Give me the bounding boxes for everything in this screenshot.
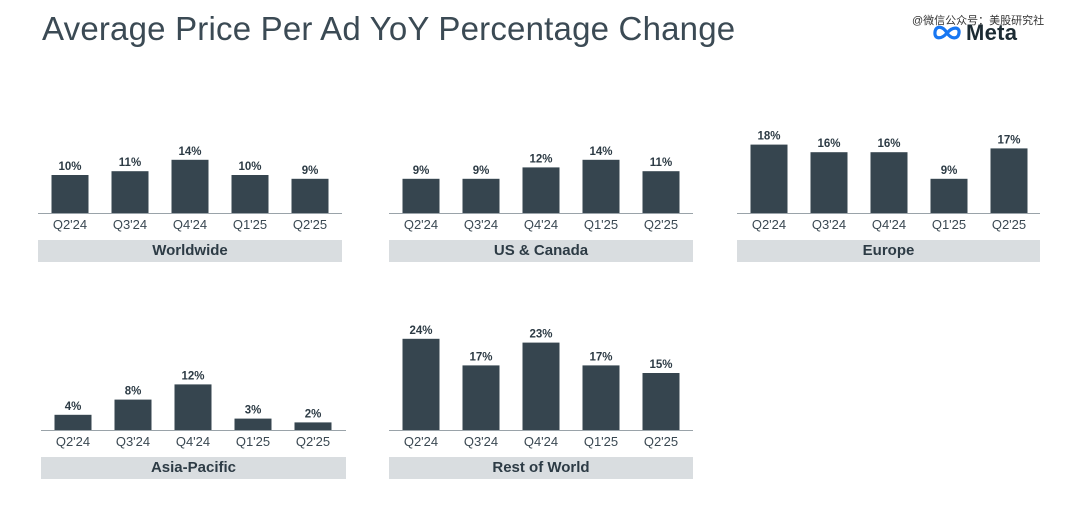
asia-pacific-data-label: 3% bbox=[245, 405, 262, 417]
us-canada-bar-q1-25 bbox=[582, 159, 620, 213]
rest-of-world-tick-label: Q1'25 bbox=[584, 434, 618, 449]
asia-pacific-bar-q4-24 bbox=[174, 384, 212, 430]
asia-pacific-data-label: 8% bbox=[125, 386, 142, 398]
worldwide-data-label: 10% bbox=[58, 161, 81, 173]
rest-of-world-bar-q1-25 bbox=[582, 365, 620, 430]
asia-pacific-tick-label: Q4'24 bbox=[176, 434, 210, 449]
europe-bar-q4-24 bbox=[870, 152, 908, 213]
europe-bar-q2-24 bbox=[750, 144, 788, 213]
us-canada-tick-label: Q3'24 bbox=[464, 217, 498, 232]
europe-tick-label: Q3'24 bbox=[812, 217, 846, 232]
us-canada-bar-q4-24 bbox=[522, 167, 560, 213]
europe-tick-label: Q1'25 bbox=[932, 217, 966, 232]
rest-of-world-data-label: 17% bbox=[589, 351, 612, 363]
rest-of-world-tick-label: Q4'24 bbox=[524, 434, 558, 449]
us-canada-tick-label: Q2'24 bbox=[404, 217, 438, 232]
europe-bar-q3-24 bbox=[810, 152, 848, 213]
meta-infinity-icon bbox=[933, 25, 961, 40]
chart-panel-europe: 18% Q2'24 16% Q3'24 16% Q4'24 9% Q1'25 17% Q2'25 … bbox=[737, 130, 1040, 265]
us-canada-data-label: 11% bbox=[650, 157, 672, 169]
us-canada-bar-q2-24 bbox=[402, 178, 440, 213]
worldwide-bar-q4-24 bbox=[171, 159, 209, 213]
panel-label-rest-of-world: Rest of World bbox=[389, 457, 693, 479]
rest-of-world-tick-label: Q3'24 bbox=[464, 434, 498, 449]
worldwide-data-label: 10% bbox=[238, 161, 261, 173]
asia-pacific-data-label: 12% bbox=[181, 370, 204, 382]
watermark-text: @微信公众号：美股研究社 bbox=[912, 15, 1045, 27]
page-title: Average Price Per Ad YoY Percentage Chan… bbox=[42, 10, 736, 47]
panel-label-europe: Europe bbox=[737, 240, 1040, 262]
europe-data-label: 18% bbox=[757, 131, 780, 143]
rest-of-world-data-label: 15% bbox=[649, 359, 672, 371]
asia-pacific-tick-label: Q2'24 bbox=[56, 434, 90, 449]
chart-panel-us-canada: 9% Q2'24 9% Q3'24 12% Q4'24 14% Q1'25 11% Q2'25 U… bbox=[389, 130, 693, 265]
worldwide-data-label: 11% bbox=[119, 157, 141, 169]
worldwide-tick-label: Q2'25 bbox=[293, 217, 327, 232]
rest-of-world-data-label: 24% bbox=[409, 325, 432, 337]
bar-chart-us-canada: 9% Q2'24 9% Q3'24 12% Q4'24 14% Q1'25 11% Q2'25 bbox=[389, 146, 693, 232]
rest-of-world-tick-label: Q2'24 bbox=[404, 434, 438, 449]
europe-data-label: 9% bbox=[941, 165, 958, 177]
us-canada-bar-q2-25 bbox=[642, 171, 680, 213]
europe-tick-label: Q2'24 bbox=[752, 217, 786, 232]
asia-pacific-bar-q2-24 bbox=[54, 414, 92, 430]
asia-pacific-bar-q2-25 bbox=[294, 422, 332, 430]
panel-label-us-canada: US & Canada bbox=[389, 240, 693, 262]
europe-bar-q1-25 bbox=[930, 178, 968, 213]
asia-pacific-tick-label: Q3'24 bbox=[116, 434, 150, 449]
bar-chart-asia-pacific: 4% Q2'24 8% Q3'24 12% Q4'24 3% Q1'25 2% Q2'25 bbox=[41, 370, 346, 449]
panel-label-asia-pacific: Asia-Pacific bbox=[41, 457, 346, 479]
rest-of-world-data-label: 23% bbox=[529, 329, 552, 341]
us-canada-tick-label: Q4'24 bbox=[524, 217, 558, 232]
rest-of-world-bar-q3-24 bbox=[462, 365, 500, 430]
asia-pacific-bar-q1-25 bbox=[234, 418, 272, 430]
asia-pacific-data-label: 4% bbox=[65, 401, 82, 413]
worldwide-data-label: 9% bbox=[302, 165, 319, 177]
asia-pacific-tick-label: Q2'25 bbox=[296, 434, 330, 449]
rest-of-world-bar-q2-25 bbox=[642, 373, 680, 430]
asia-pacific-data-label: 2% bbox=[305, 408, 322, 420]
worldwide-bar-q2-24 bbox=[51, 175, 89, 213]
worldwide-bar-q1-25 bbox=[231, 175, 269, 213]
us-canada-data-label: 12% bbox=[529, 153, 552, 165]
panel-label-worldwide: Worldwide bbox=[38, 240, 342, 262]
meta-logo-text: Meta bbox=[966, 20, 1018, 45]
europe-tick-label: Q2'25 bbox=[992, 217, 1026, 232]
worldwide-tick-label: Q3'24 bbox=[113, 217, 147, 232]
bar-chart-europe: 18% Q2'24 16% Q3'24 16% Q4'24 9% Q1'25 17% Q2'25 bbox=[737, 131, 1040, 232]
chart-panel-worldwide: 10% Q2'24 11% Q3'24 14% Q4'24 10% Q1'25 9% Q2'25 … bbox=[38, 130, 342, 265]
us-canada-bar-q3-24 bbox=[462, 178, 500, 213]
bar-chart-rest-of-world: 24% Q2'24 17% Q3'24 23% Q4'24 17% Q1'25 15% Q2'25 bbox=[389, 325, 693, 449]
europe-bar-q2-25 bbox=[990, 148, 1028, 213]
worldwide-tick-label: Q1'25 bbox=[233, 217, 267, 232]
worldwide-bar-q3-24 bbox=[111, 171, 149, 213]
us-canada-data-label: 9% bbox=[473, 165, 490, 177]
chart-panel-rest-of-world: 24% Q2'24 17% Q3'24 23% Q4'24 17% Q1'25 15% Q2'25… bbox=[389, 325, 693, 482]
worldwide-data-label: 14% bbox=[178, 146, 201, 158]
us-canada-data-label: 14% bbox=[589, 146, 612, 158]
rest-of-world-bar-q4-24 bbox=[522, 342, 560, 430]
worldwide-tick-label: Q4'24 bbox=[173, 217, 207, 232]
meta-logo: Meta bbox=[932, 20, 1017, 46]
worldwide-tick-label: Q2'24 bbox=[53, 217, 87, 232]
rest-of-world-data-label: 17% bbox=[469, 351, 492, 363]
us-canada-tick-label: Q1'25 bbox=[584, 217, 618, 232]
worldwide-bar-q2-25 bbox=[291, 178, 329, 213]
asia-pacific-tick-label: Q1'25 bbox=[236, 434, 270, 449]
europe-tick-label: Q4'24 bbox=[872, 217, 906, 232]
bar-chart-worldwide: 10% Q2'24 11% Q3'24 14% Q4'24 10% Q1'25 9% Q2'25 bbox=[38, 146, 342, 232]
rest-of-world-bar-q2-24 bbox=[402, 338, 440, 430]
chart-panel-asia-pacific: 4% Q2'24 8% Q3'24 12% Q4'24 3% Q1'25 2% Q2'25 Asi… bbox=[41, 330, 346, 482]
europe-data-label: 17% bbox=[997, 134, 1020, 146]
us-canada-tick-label: Q2'25 bbox=[644, 217, 678, 232]
europe-data-label: 16% bbox=[877, 138, 900, 150]
rest-of-world-tick-label: Q2'25 bbox=[644, 434, 678, 449]
asia-pacific-bar-q3-24 bbox=[114, 399, 152, 430]
us-canada-data-label: 9% bbox=[413, 165, 430, 177]
europe-data-label: 16% bbox=[817, 138, 840, 150]
